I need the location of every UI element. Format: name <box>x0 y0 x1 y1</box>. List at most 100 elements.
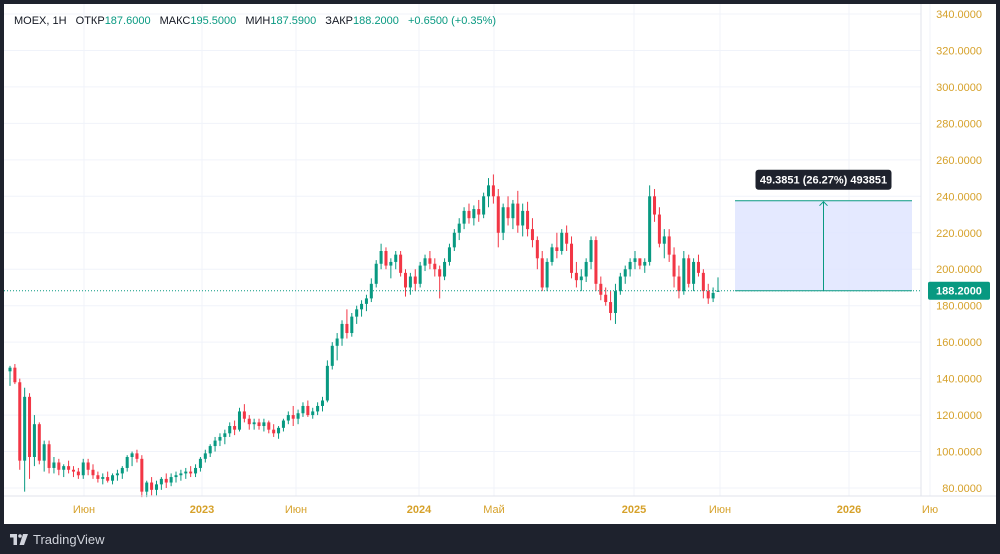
candle <box>369 278 373 303</box>
candle <box>360 300 364 317</box>
candle <box>491 174 495 204</box>
candle <box>706 283 710 304</box>
legend-close-label: ЗАКР <box>325 15 354 27</box>
candle <box>560 229 564 255</box>
price-tick-label: 280.0000 <box>936 118 982 130</box>
candle <box>325 360 329 403</box>
candle <box>159 477 163 490</box>
candle <box>443 258 447 281</box>
candle <box>653 189 657 222</box>
candle <box>340 320 344 346</box>
candle <box>452 229 456 251</box>
candle <box>438 265 442 299</box>
candle <box>154 480 158 496</box>
candle <box>223 429 227 445</box>
candle <box>648 185 652 266</box>
candle <box>574 261 578 288</box>
price-tick-label: 160.0000 <box>936 337 982 349</box>
candle <box>76 467 80 479</box>
candle <box>428 251 432 270</box>
candle <box>174 471 178 483</box>
price-tick-label: 240.0000 <box>936 191 982 203</box>
candle <box>364 294 368 312</box>
legend-high-value: 195.5000 <box>190 15 237 27</box>
time-tick-label: Июн <box>709 504 731 516</box>
candle <box>23 387 27 492</box>
candle <box>643 258 647 273</box>
candle <box>530 218 534 248</box>
legend-low-value: 187.5900 <box>270 15 317 27</box>
candle <box>486 178 491 208</box>
candle <box>682 251 686 295</box>
candle <box>716 277 720 292</box>
candle <box>696 254 700 277</box>
legend-high-label: МАКС <box>159 15 191 27</box>
candle <box>623 265 627 284</box>
candle <box>570 236 574 279</box>
candle <box>272 424 276 437</box>
candle <box>189 466 193 478</box>
candle <box>579 269 583 292</box>
candle <box>252 418 256 430</box>
legend-open-label: ОТКР <box>75 15 105 27</box>
candle <box>477 199 481 222</box>
candle <box>91 464 95 479</box>
tradingview-logo[interactable]: TradingView <box>10 530 105 548</box>
price-tick-label: 320.0000 <box>936 45 982 57</box>
candle <box>228 422 232 437</box>
candle <box>120 466 124 479</box>
candle <box>589 236 593 270</box>
candle <box>81 458 85 479</box>
last-price-badge-box <box>928 281 990 300</box>
candle <box>565 225 569 251</box>
candle <box>198 457 202 472</box>
price-tick-label: 220.0000 <box>936 228 982 240</box>
price-chart[interactable]: 49.3851 (26.27%) 493851 340.0000 320.0000… <box>4 4 996 524</box>
candle <box>594 236 598 292</box>
candle <box>301 402 305 417</box>
candle <box>257 418 261 430</box>
price-tick-label: 100.0000 <box>936 447 982 459</box>
candle <box>501 203 505 241</box>
candle <box>330 342 334 370</box>
candle <box>521 203 525 237</box>
candle <box>291 405 295 427</box>
candle <box>28 393 32 479</box>
candle <box>711 287 715 303</box>
price-tick-label: 80.0000 <box>942 483 982 495</box>
candle <box>208 444 212 458</box>
candle <box>355 305 359 324</box>
candle <box>130 451 134 467</box>
candle <box>237 407 242 432</box>
last-price-badge-text: 188.2000 <box>936 286 982 298</box>
candle <box>281 418 285 432</box>
price-axis[interactable]: 340.0000 320.0000 300.0000 280.0000 260.0000… <box>936 9 982 495</box>
candle <box>535 236 539 270</box>
candle <box>247 415 251 430</box>
legend-change: +0.6500 (+0.35%) <box>407 15 497 27</box>
candle <box>233 420 237 436</box>
candle <box>37 422 41 465</box>
candle <box>384 247 388 270</box>
candle <box>86 458 90 476</box>
candle <box>62 464 66 478</box>
time-axis[interactable]: Июн 2023 Июн 2024 Май 2025 Июн 2026 Ию <box>73 504 938 516</box>
measure-arrow-head <box>819 200 828 207</box>
candle <box>403 269 408 297</box>
legend-symbol[interactable]: MOEX, 1Н <box>14 15 67 27</box>
chart-pane[interactable]: 49.3851 (26.27%) 493851 340.0000 320.0000… <box>4 4 996 524</box>
legend-low-label: МИН <box>245 15 271 27</box>
candle <box>526 201 530 237</box>
candle <box>638 258 642 270</box>
candle <box>316 402 320 416</box>
candle <box>111 473 115 485</box>
candle <box>306 400 310 417</box>
candle <box>413 269 417 292</box>
candle <box>140 455 144 498</box>
measure-tool[interactable]: 49.3851 (26.27%) 493851 <box>735 169 912 292</box>
candle <box>164 473 168 488</box>
time-tick-label: Май <box>483 504 505 516</box>
candle <box>218 433 222 447</box>
legend-open-value: 187.6000 <box>104 15 151 27</box>
candle <box>101 473 105 485</box>
